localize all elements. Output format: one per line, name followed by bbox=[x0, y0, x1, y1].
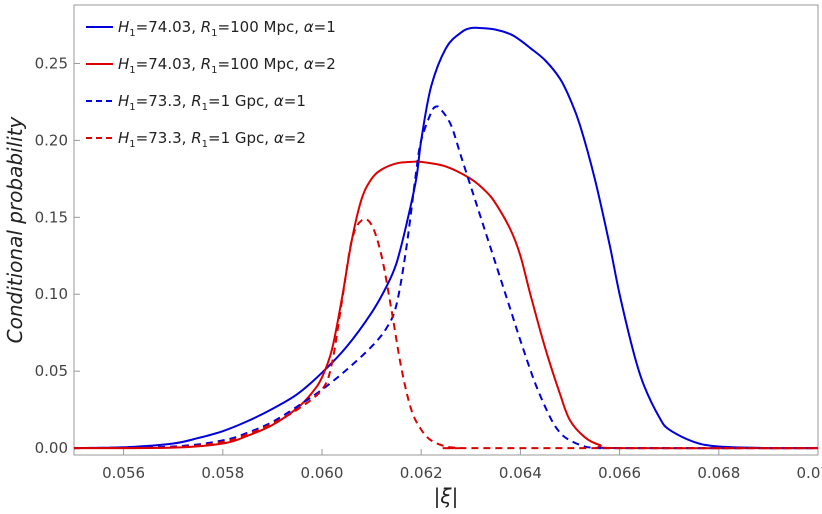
legend-label-4: H1=73.3, R1=1 Gpc, α=2 bbox=[118, 129, 306, 150]
series-line-1 bbox=[73, 26, 819, 450]
series-lines bbox=[73, 26, 819, 450]
series-line-4 bbox=[73, 218, 818, 450]
y-tick-label: 0.00 bbox=[35, 439, 68, 457]
x-axis-title: |ξ| bbox=[434, 484, 459, 508]
legend-label-3: H1=73.3, R1=1 Gpc, α=1 bbox=[118, 92, 306, 113]
legend-label-1: H1=74.03, R1=100 Mpc, α=1 bbox=[118, 18, 336, 39]
legend: H1=74.03, R1=100 Mpc, α=1 H1=74.03, R1=10… bbox=[86, 18, 336, 150]
x-tick-label: 0.058 bbox=[201, 464, 244, 482]
x-tick-label: 0.066 bbox=[598, 464, 641, 482]
y-tick-label: 0.10 bbox=[35, 285, 68, 303]
x-tick-label: 0.060 bbox=[301, 464, 344, 482]
plot-frame bbox=[73, 4, 819, 456]
x-tick-label: 0.070 bbox=[797, 464, 822, 482]
y-tick-label: 0.25 bbox=[35, 54, 68, 72]
axis-ticks: 0.056 0.058 0.060 0.062 0.064 0.066 0.068 0.070… bbox=[35, 54, 822, 482]
x-tick-label: 0.056 bbox=[102, 464, 145, 482]
series-line-3 bbox=[73, 105, 818, 450]
y-tick-label: 0.15 bbox=[35, 208, 68, 226]
y-tick-label: 0.20 bbox=[35, 131, 68, 149]
x-tick-label: 0.064 bbox=[499, 464, 542, 482]
y-tick-label: 0.05 bbox=[35, 362, 68, 380]
series-line-2 bbox=[73, 160, 819, 450]
x-tick-label: 0.068 bbox=[697, 464, 740, 482]
legend-label-2: H1=74.03, R1=100 Mpc, α=2 bbox=[118, 55, 336, 76]
y-axis-title: Conditional probability bbox=[3, 115, 27, 343]
x-tick-label: 0.062 bbox=[400, 464, 443, 482]
